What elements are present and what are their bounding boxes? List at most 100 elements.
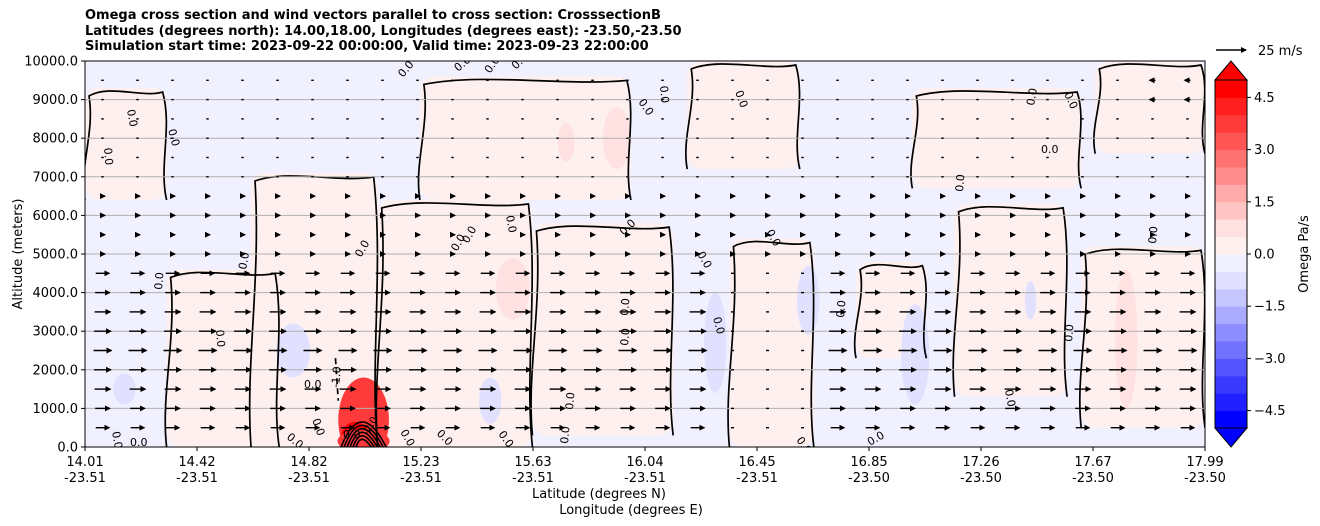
- chart-title: Omega cross section and wind vectors par…: [85, 8, 682, 55]
- updraft-contour: [343, 424, 384, 447]
- contour-label: 0.0: [124, 108, 140, 127]
- x-tick-label-lat: 16.04: [626, 455, 663, 470]
- positive-omega-region: [687, 61, 800, 170]
- contour-label: 0.0: [563, 392, 577, 411]
- contour-label: 0.0: [213, 329, 227, 348]
- y-tick-label: 10000.0: [24, 55, 78, 70]
- x-tick-label-lat: 15.63: [514, 455, 551, 470]
- x-tick-label-lat: 14.82: [290, 455, 327, 470]
- y-tick-label: 9000.0: [33, 93, 79, 108]
- x-tick-label-lon: -23.51: [736, 471, 778, 486]
- y-tick-label: 4000.0: [33, 286, 79, 301]
- colorbar-segment: [1215, 254, 1247, 272]
- zero-contour: [1093, 63, 1205, 154]
- y-tick-label: 6000.0: [33, 209, 79, 224]
- colorbar-tick-label: −4.5: [1254, 404, 1286, 419]
- contour-labels: 0.0 0.0 0.0 0.0 0.0 0.0 0.0 0.0 0.0 0.0 …: [101, 61, 1161, 449]
- x-tick-label-lon: -23.51: [624, 471, 666, 486]
- strong-ascent-region: [495, 257, 530, 320]
- contour-label: 0.0: [834, 300, 848, 319]
- contour-label: 0.0: [618, 328, 632, 347]
- contour-label: 0.0: [152, 272, 166, 291]
- contour-label: 0.0: [397, 427, 417, 449]
- y-tick-label: 7000.0: [33, 170, 79, 185]
- colorbar-segment: [1215, 271, 1247, 290]
- zero-contour: [375, 202, 534, 447]
- colorbar-tick-label: 1.5: [1254, 195, 1275, 210]
- contour-label: 0.0: [618, 298, 632, 317]
- strong-descent-region: [796, 265, 820, 336]
- positive-omega-region: [729, 238, 814, 447]
- y-axis-label: Altitude (meters): [11, 199, 26, 310]
- contour-label: 0.0: [558, 426, 572, 445]
- zero-contour: [952, 205, 1068, 397]
- y-tick-label: 0.0: [57, 441, 78, 456]
- x-tick-label-lat: 15.23: [402, 455, 439, 470]
- x-tick-label-lon: -23.50: [960, 471, 1002, 486]
- strong-descent-region: [478, 377, 502, 424]
- contour-label: 0.0: [165, 127, 182, 147]
- updraft-contour: [346, 428, 381, 447]
- strong-descent-region: [1024, 281, 1037, 320]
- y-tick-label: 2000.0: [33, 363, 79, 378]
- colorbar-extend-max: [1213, 60, 1249, 81]
- zero-contour: [417, 78, 632, 201]
- contour-label: 0.0: [1062, 324, 1076, 343]
- wind-vectors: [93, 77, 1198, 431]
- x-tick-label-lat: 16.85: [850, 455, 887, 470]
- quiver-key: 25 m/s: [1216, 44, 1303, 59]
- plot-area: 0.0 0.0 0.0 0.0 0.0 0.0 0.0 0.0 0.0 0.0 …: [85, 61, 1205, 449]
- colorbar-tick-label: 0.0: [1254, 248, 1275, 263]
- colorbar-label: Omega Pa/s: [1297, 215, 1312, 293]
- colorbar-segment: [1215, 167, 1247, 185]
- colorbar-segment: [1215, 219, 1247, 238]
- contour-label: 0.0: [1002, 388, 1018, 407]
- contour-label: 0.0: [109, 430, 125, 449]
- colorbar-segment: [1215, 149, 1247, 168]
- colorbar-tick-label: −3.0: [1254, 352, 1286, 367]
- title-line-2: Latitudes (degrees north): 14.00,18.00, …: [85, 23, 682, 39]
- positive-omega-region: [251, 172, 378, 447]
- title-line-1: Omega cross section and wind vectors par…: [85, 8, 661, 23]
- y-tick-label: 1000.0: [33, 402, 79, 417]
- contour-label: 0.0: [130, 436, 148, 449]
- x-axis-label-latitude: Latitude (degrees N): [532, 487, 666, 502]
- x-tick-label-lon: -23.50: [1184, 471, 1226, 486]
- positive-omega-region: [85, 88, 167, 200]
- zero-contour: [85, 90, 168, 201]
- contour-label: 0.0: [1041, 143, 1059, 156]
- contour-label: 0.0: [304, 378, 322, 391]
- strong-descent-region: [276, 323, 311, 378]
- colorbar-segment: [1215, 393, 1247, 412]
- x-tick-label-lat: 14.01: [66, 455, 103, 470]
- contour-label: 0.0: [710, 315, 727, 335]
- colorbar-segment: [1215, 132, 1247, 151]
- strong-ascent-region: [557, 122, 575, 162]
- x-tick-label-lon: -23.51: [512, 471, 554, 486]
- contour-label: -1.0: [329, 366, 344, 389]
- y-tick-label: 5000.0: [33, 248, 79, 263]
- x-tick-label-lat: 17.26: [962, 455, 999, 470]
- contour-label: 0.0: [657, 85, 671, 104]
- contour-label: 0.0: [101, 147, 115, 166]
- zero-contour: [910, 90, 1083, 189]
- x-tick-label-lat: 14.42: [178, 455, 215, 470]
- updraft-contour: [349, 431, 378, 447]
- strong-descent-region: [113, 373, 136, 405]
- x-tick-label-lon: -23.51: [288, 471, 330, 486]
- x-tick-label-lon: -23.50: [848, 471, 890, 486]
- positive-omega-region: [532, 223, 674, 436]
- strong-descent-region: [704, 292, 727, 393]
- positive-omega-region: [1095, 61, 1205, 154]
- colorbar: 4.5 3.0 1.5 0.0 −1.5 −3.0 −4.5: [1213, 60, 1286, 448]
- updraft-contour: [352, 435, 375, 447]
- colorbar-segment: [1215, 323, 1247, 342]
- strong-ascent-region: [338, 377, 389, 447]
- contour-label: 0.0: [1146, 226, 1160, 245]
- positive-omega-region: [1081, 246, 1205, 428]
- colorbar-segment: [1215, 358, 1247, 377]
- zero-contour: [685, 63, 801, 170]
- x-axis: 14.01-23.5114.42-23.5114.82-23.5115.23-2…: [64, 447, 1226, 486]
- colorbar-segment: [1215, 288, 1247, 307]
